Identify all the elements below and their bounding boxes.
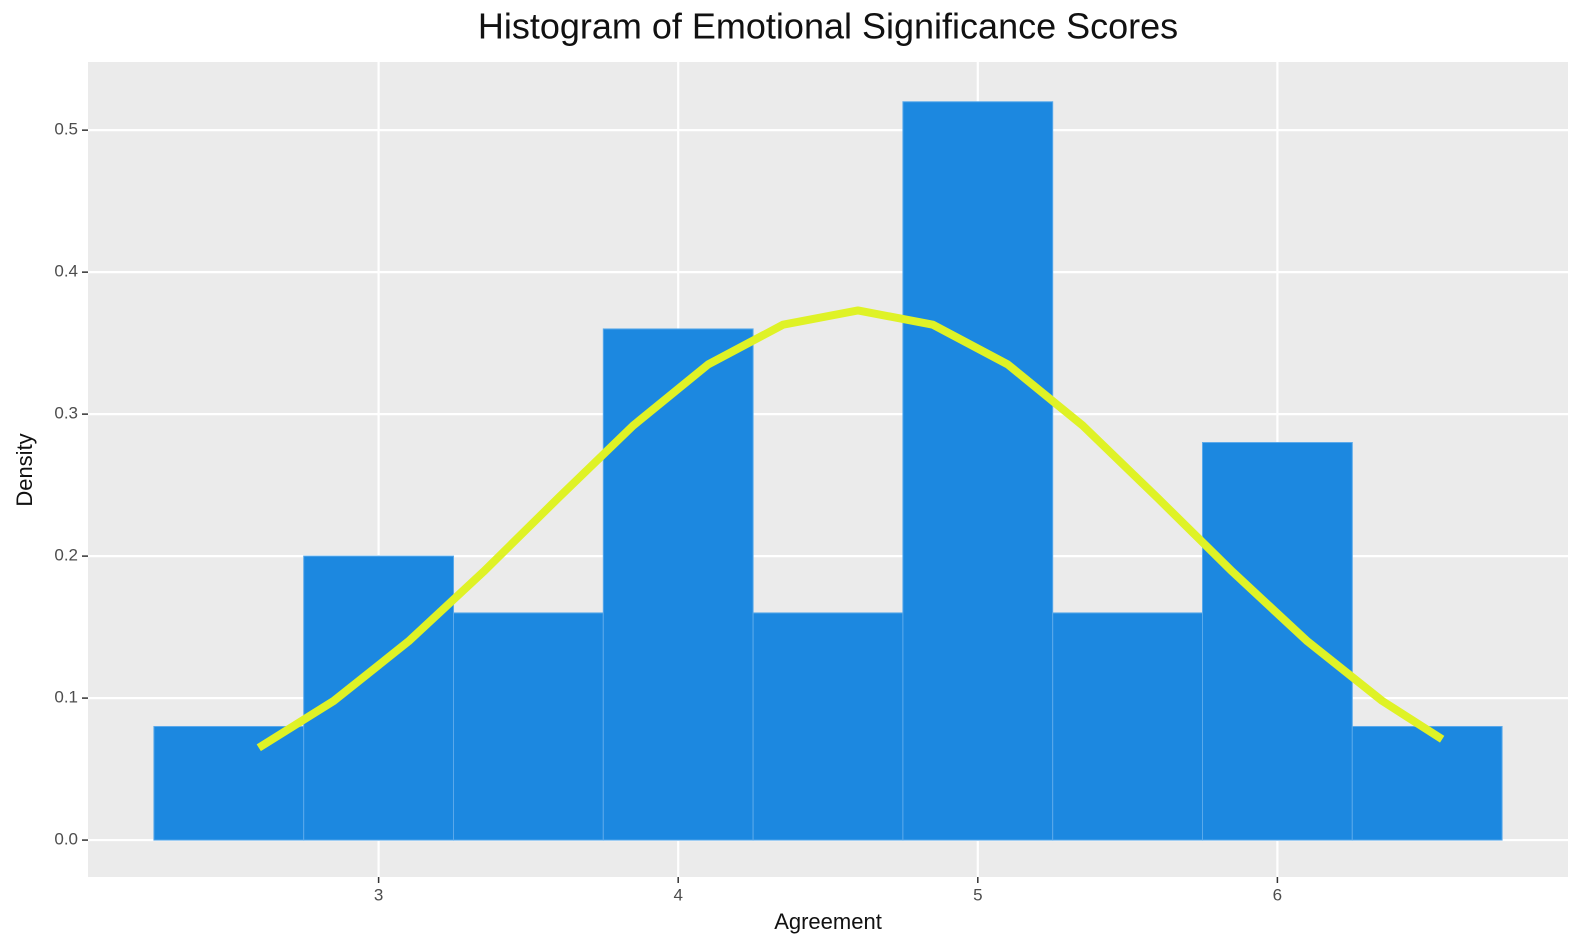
y-tick-label: 0.3 bbox=[54, 404, 78, 423]
y-axis-title: Density bbox=[12, 433, 37, 506]
bar bbox=[453, 612, 604, 841]
bar bbox=[1351, 725, 1503, 841]
bar bbox=[602, 328, 754, 841]
chart-title: Histogram of Emotional Significance Scor… bbox=[478, 6, 1178, 47]
bar bbox=[153, 725, 305, 841]
x-tick-label: 6 bbox=[1273, 885, 1282, 904]
curve-layer bbox=[256, 306, 1445, 752]
x-axis-title: Agreement bbox=[774, 909, 882, 934]
axes: 0.0 0.1 0.2 0.3 0.4 0.5 3 4 5 6 bbox=[54, 120, 1282, 905]
x-tick-label: 4 bbox=[673, 885, 682, 904]
x-tick-label: 5 bbox=[973, 885, 982, 904]
y-tick-label: 0.4 bbox=[54, 262, 78, 281]
density-curve bbox=[256, 306, 1445, 752]
y-tick-label: 0.1 bbox=[54, 688, 78, 707]
bar bbox=[752, 612, 904, 841]
y-tick-label: 0.5 bbox=[54, 120, 78, 139]
bar bbox=[902, 101, 1054, 841]
bar bbox=[1201, 442, 1353, 841]
bar bbox=[303, 555, 455, 841]
x-tick-label: 3 bbox=[374, 885, 383, 904]
bar bbox=[1052, 612, 1203, 841]
y-tick-label: 0.0 bbox=[54, 830, 78, 849]
y-tick-label: 0.2 bbox=[54, 546, 78, 565]
bars bbox=[153, 101, 1503, 841]
